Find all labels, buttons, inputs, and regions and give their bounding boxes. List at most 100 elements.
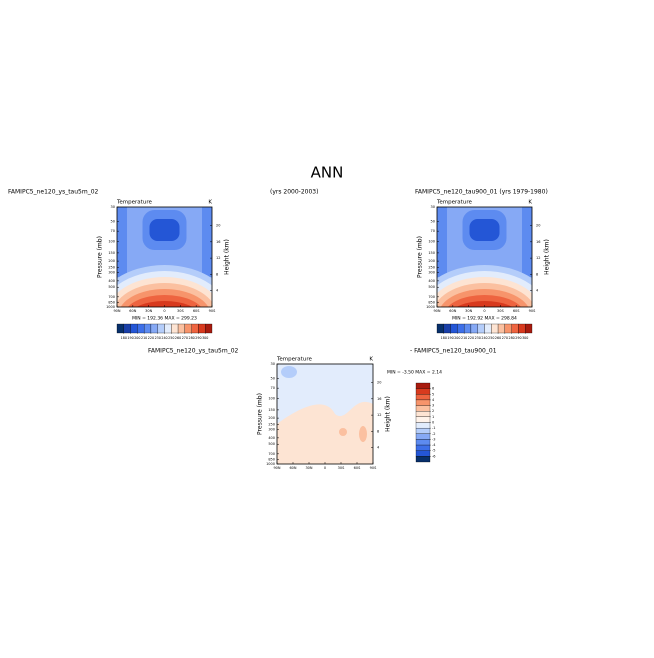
y-tick-label: 100 xyxy=(108,239,115,243)
y-tick-label: 400 xyxy=(108,279,115,283)
y2-tick-label: 12 xyxy=(536,256,540,260)
colorbar-box xyxy=(497,323,506,334)
contour xyxy=(202,207,212,277)
y-tick-label: 100 xyxy=(428,239,435,243)
colorbar-box xyxy=(415,450,431,457)
case-label: - FAMIPC5_ne120_tau900_01 xyxy=(410,348,497,355)
colorbar-box xyxy=(205,323,213,334)
colorbar-label: -4 xyxy=(432,443,436,447)
colorbar-box xyxy=(191,323,199,334)
y-tick-label: 850 xyxy=(108,300,115,304)
colorbar-box xyxy=(470,323,478,334)
colorbar-label: -6 xyxy=(432,454,436,458)
x-tick-label: 0 xyxy=(324,466,326,470)
colorbar-box xyxy=(415,422,431,429)
y-tick-label: 850 xyxy=(428,300,435,304)
y-tick-label: 150 xyxy=(108,251,115,255)
y-tick-label: 70 xyxy=(111,229,115,233)
y2-tick-label: 16 xyxy=(216,240,220,244)
colorbar-label: 210 xyxy=(461,336,467,340)
colorbar-box xyxy=(450,323,458,334)
y-tick-label: 30 xyxy=(271,362,275,366)
x-tick-label: 90S xyxy=(370,466,377,470)
case-label: FAMIPC5_ne120_ys_tau5m_02 xyxy=(8,189,99,196)
stats: MIN = -3.50 MAX = 2.14 xyxy=(387,370,442,376)
colorbar-label: 230 xyxy=(155,336,161,340)
colorbar-label: 5 xyxy=(432,392,434,396)
colorbar-label: -2 xyxy=(432,432,436,436)
colorbar-label: 300 xyxy=(202,336,208,340)
case-label: FAMIPC5_ne120_tau900_01 (yrs 1979-1980) xyxy=(415,189,548,196)
y-tick-label: 1000 xyxy=(106,305,115,309)
y2-axis-label: Height (km) xyxy=(544,239,551,275)
colorbar-label: 270 xyxy=(182,336,188,340)
y2-tick-label: 12 xyxy=(377,413,381,417)
y2-tick-label: 4 xyxy=(216,289,219,293)
x-tick-label: 30S xyxy=(497,309,504,313)
y-tick-label: 250 xyxy=(268,422,275,426)
colorbar-label: 300 xyxy=(522,336,528,340)
colorbar-label: 240 xyxy=(161,336,167,340)
case-label: (yrs 2000-2003) xyxy=(270,189,318,196)
y-tick-label: 150 xyxy=(268,408,275,412)
colorbar-box xyxy=(415,382,431,389)
y-tick-label: 700 xyxy=(108,295,115,299)
y-axis-label: Pressure (mb) xyxy=(417,236,424,278)
stats: MIN = 192.36 MAX = 299.23 xyxy=(132,316,197,322)
colorbar-box xyxy=(198,323,206,334)
y-tick-label: 500 xyxy=(268,442,275,446)
colorbar-label: 250 xyxy=(488,336,494,340)
colorbar-box xyxy=(463,323,472,334)
stats: MIN = 192.92 MAX = 298.84 xyxy=(452,316,517,322)
contour xyxy=(149,219,180,241)
colorbar-label: 180 xyxy=(121,336,127,340)
y2-tick-label: 4 xyxy=(377,446,380,450)
y2-tick-label: 8 xyxy=(377,429,379,433)
colorbar-label: -1 xyxy=(432,426,436,430)
colorbar-box xyxy=(415,388,431,395)
colorbar-label: 190 xyxy=(127,336,133,340)
colorbar-box xyxy=(415,411,431,418)
colorbar-box xyxy=(484,323,492,334)
y-tick-label: 50 xyxy=(111,220,115,224)
colorbar-box xyxy=(436,323,444,334)
y2-axis-label: Height (km) xyxy=(385,396,392,432)
y2-tick-label: 8 xyxy=(536,272,538,276)
figure-title: ANN xyxy=(311,164,344,182)
y-tick-label: 100 xyxy=(268,396,275,400)
y-tick-label: 200 xyxy=(428,259,435,263)
colorbar-box xyxy=(130,323,138,334)
contour xyxy=(522,207,532,277)
x-tick-label: 30S xyxy=(177,309,184,313)
colorbar-box xyxy=(415,394,431,401)
colorbar-box xyxy=(184,323,192,334)
colorbar-label: -3 xyxy=(432,437,436,441)
y-axis-label: Pressure (mb) xyxy=(97,236,104,278)
colorbar-label: 290 xyxy=(515,336,521,340)
colorbar-label: 270 xyxy=(502,336,508,340)
x-tick-label: 60S xyxy=(513,309,520,313)
colorbar-label: 280 xyxy=(508,336,514,340)
y-tick-label: 200 xyxy=(268,416,275,420)
panel-units: K xyxy=(369,357,373,363)
panel-title: Temperature xyxy=(116,200,152,206)
y-tick-label: 50 xyxy=(431,220,435,224)
colorbar-label: 2 xyxy=(432,409,434,413)
colorbar-box xyxy=(415,399,431,406)
colorbar-label: 220 xyxy=(148,336,154,340)
colorbar-box xyxy=(415,405,431,412)
y-tick-label: 70 xyxy=(431,229,435,233)
x-tick-label: 30N xyxy=(145,309,152,313)
x-tick-label: 60S xyxy=(354,466,361,470)
colorbar-label: 260 xyxy=(175,336,181,340)
y-tick-label: 250 xyxy=(108,265,115,269)
y-tick-label: 250 xyxy=(428,265,435,269)
colorbar-box xyxy=(443,323,451,334)
y-tick-label: 300 xyxy=(428,271,435,275)
panel-units: K xyxy=(528,200,532,206)
y-tick-label: 200 xyxy=(108,259,115,263)
colorbar-box xyxy=(157,323,165,334)
colorbar-box xyxy=(415,416,431,423)
colorbar-label: 0 xyxy=(432,421,434,425)
